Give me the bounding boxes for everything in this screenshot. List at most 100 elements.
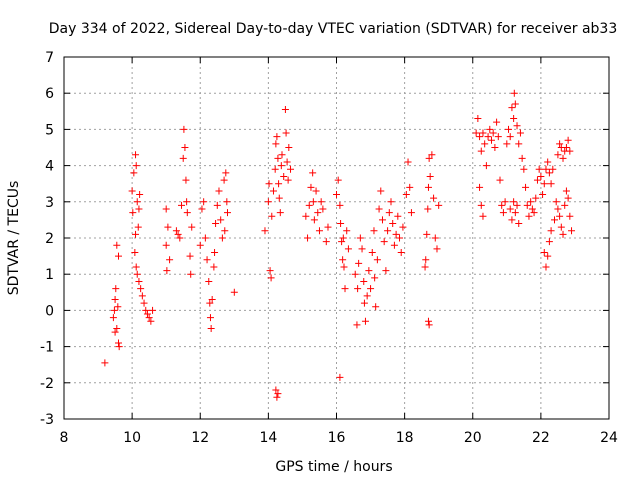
data-point xyxy=(339,256,347,264)
data-point xyxy=(493,118,501,126)
data-point xyxy=(363,292,371,300)
chart-title: Day 334 of 2022, Sidereal Day-to-day VTE… xyxy=(49,21,618,37)
data-point xyxy=(428,151,436,159)
data-point xyxy=(385,209,393,217)
data-point xyxy=(337,220,345,228)
data-point xyxy=(396,234,404,242)
data-point xyxy=(128,187,136,195)
data-point xyxy=(275,180,283,188)
data-point xyxy=(336,373,344,381)
data-point xyxy=(547,227,555,235)
x-tick-label: 10 xyxy=(123,430,141,446)
data-point xyxy=(340,263,348,271)
data-point xyxy=(549,165,557,173)
y-tick-label: 0 xyxy=(45,303,54,319)
data-point xyxy=(513,201,521,209)
data-point xyxy=(309,198,317,206)
data-point xyxy=(217,216,225,224)
data-point xyxy=(111,328,119,336)
data-point xyxy=(522,183,530,191)
data-point xyxy=(203,256,211,264)
data-point xyxy=(559,154,567,162)
data-point xyxy=(513,122,521,130)
y-tick-label: 2 xyxy=(45,231,54,247)
data-point xyxy=(178,201,186,209)
data-point xyxy=(344,245,352,253)
data-point xyxy=(208,296,216,304)
data-point xyxy=(525,212,533,220)
data-point xyxy=(176,234,184,242)
y-tick-label: 4 xyxy=(45,159,54,175)
data-point xyxy=(367,285,375,293)
data-point xyxy=(215,187,223,195)
data-point xyxy=(510,198,518,206)
x-tick-label: 20 xyxy=(464,430,482,446)
data-point xyxy=(200,198,208,206)
data-point xyxy=(399,223,407,231)
data-point xyxy=(268,212,276,220)
data-point xyxy=(544,158,552,166)
data-point xyxy=(407,209,415,217)
data-point xyxy=(133,270,141,278)
y-tick-label: -3 xyxy=(40,412,54,428)
data-point xyxy=(423,230,431,238)
data-point xyxy=(269,187,277,195)
data-point xyxy=(136,191,144,199)
data-point xyxy=(384,227,392,235)
data-point xyxy=(425,321,433,329)
data-point xyxy=(132,263,140,271)
data-point xyxy=(494,133,502,141)
data-point xyxy=(179,154,187,162)
x-tick-label: 8 xyxy=(60,430,69,446)
y-tick-label: 3 xyxy=(45,195,54,211)
data-point xyxy=(356,234,364,242)
data-point xyxy=(114,303,122,311)
data-point xyxy=(361,317,369,325)
data-point xyxy=(382,267,390,275)
data-point xyxy=(523,201,531,209)
data-point xyxy=(267,274,275,282)
data-point xyxy=(533,176,541,184)
data-point xyxy=(556,140,564,148)
data-point xyxy=(544,252,552,260)
data-point xyxy=(392,230,400,238)
x-tick-label: 16 xyxy=(328,430,346,446)
data-point xyxy=(498,201,506,209)
data-point xyxy=(540,248,548,256)
data-point xyxy=(501,198,509,206)
data-point xyxy=(172,227,180,235)
data-point xyxy=(275,194,283,202)
data-point xyxy=(206,314,214,322)
data-point xyxy=(132,162,140,170)
data-point xyxy=(110,306,118,314)
data-point xyxy=(142,306,150,314)
data-point xyxy=(424,205,432,213)
data-point xyxy=(424,317,432,325)
y-tick-label: 6 xyxy=(45,86,54,102)
data-point xyxy=(132,230,140,238)
data-point xyxy=(186,252,194,260)
data-point xyxy=(354,285,362,293)
y-tick-label: 5 xyxy=(45,122,54,138)
data-point xyxy=(131,248,139,256)
data-point xyxy=(343,227,351,235)
data-point xyxy=(132,151,140,159)
data-point xyxy=(334,176,342,184)
data-point xyxy=(205,277,213,285)
data-point xyxy=(477,147,485,155)
data-point xyxy=(134,223,142,231)
data-point xyxy=(554,205,562,213)
data-point xyxy=(206,299,214,307)
data-point xyxy=(547,180,555,188)
data-point xyxy=(481,140,489,148)
data-point xyxy=(568,227,576,235)
data-point xyxy=(138,292,146,300)
data-point xyxy=(516,129,524,137)
data-point xyxy=(552,198,560,206)
data-point xyxy=(322,238,330,246)
data-point xyxy=(310,216,318,224)
data-point xyxy=(472,129,480,137)
x-tick-label: 24 xyxy=(600,430,618,446)
